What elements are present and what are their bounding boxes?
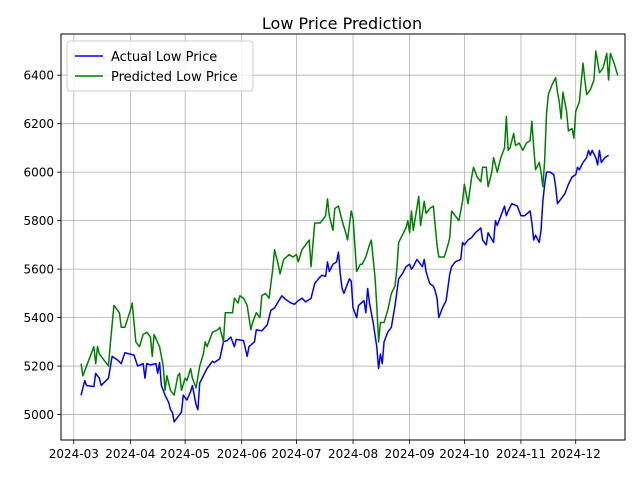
legend: Actual Low Price Predicted Low Price [66, 40, 254, 92]
legend-label-predicted: Predicted Low Price [111, 70, 238, 85]
y-tick-label: 5000 [23, 408, 54, 422]
legend-label-actual: Actual Low Price [111, 50, 217, 65]
y-tick-label: 6400 [23, 69, 54, 83]
y-tick-label: 6000 [23, 166, 54, 180]
series-line-predicted-low-price [80, 50, 619, 396]
series-line-actual-low-price [80, 149, 609, 423]
y-tick-label: 5200 [23, 360, 54, 374]
y-tick-label: 6200 [23, 117, 54, 131]
x-tick-label: 2024-10 [439, 447, 489, 461]
legend-box [66, 40, 254, 92]
grid-lines [61, 34, 625, 440]
x-tick-label: 2024-03 [49, 447, 99, 461]
x-tick-label: 2024-07 [271, 447, 321, 461]
x-tick-label: 2024-08 [328, 447, 378, 461]
x-tick-label: 2024-11 [496, 447, 546, 461]
x-tick-label: 2024-04 [105, 447, 155, 461]
axis-ticks: 2024-03 2024-04 2024-05 2024-06 2024-07 2024-… [23, 69, 600, 461]
x-tick-label: 2024-09 [385, 447, 435, 461]
y-tick-label: 5400 [23, 311, 54, 325]
chart-title: Low Price Prediction [262, 14, 422, 33]
plot-area-frame [60, 33, 626, 441]
series-lines [80, 50, 619, 423]
x-tick-label: 2024-06 [217, 447, 267, 461]
y-tick-label: 5800 [23, 214, 54, 228]
y-tick-label: 5600 [23, 263, 54, 277]
x-tick-label: 2024-12 [551, 447, 601, 461]
x-tick-label: 2024-05 [160, 447, 210, 461]
